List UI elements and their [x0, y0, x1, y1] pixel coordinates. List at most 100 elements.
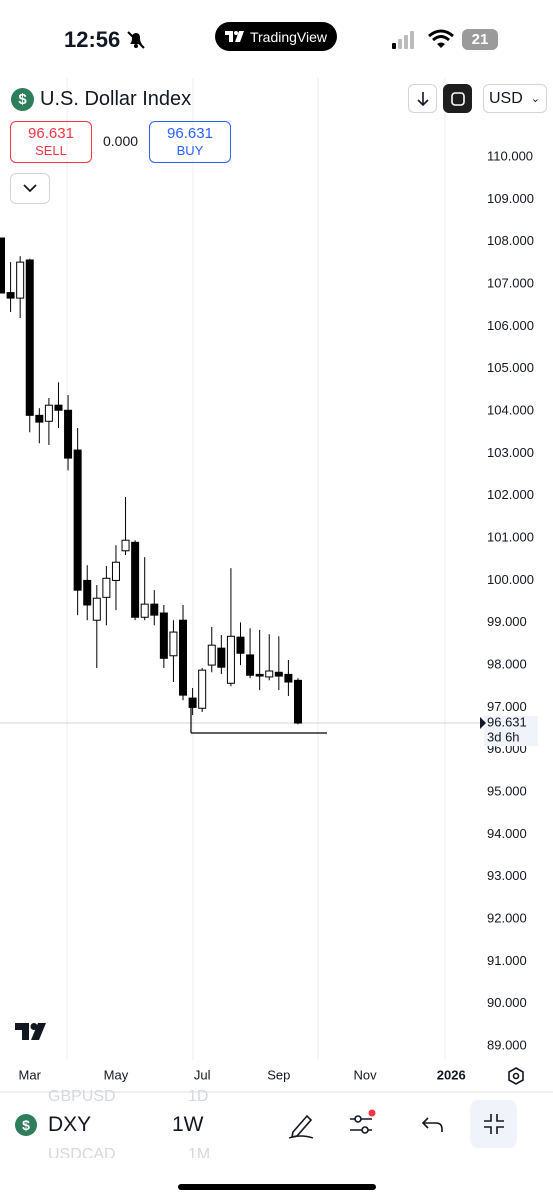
x-tick-label: 2026: [437, 1067, 466, 1082]
candle-body-down: [25, 259, 34, 416]
draw-button[interactable]: [287, 1110, 317, 1140]
candle-body-down: [179, 619, 188, 696]
buy-button[interactable]: 96.631 BUY: [149, 121, 231, 163]
candle-body-down: [255, 673, 264, 677]
currency-select[interactable]: USD ⌄: [483, 84, 547, 113]
status-time: 12:56: [64, 27, 121, 52]
candle-body-up: [102, 577, 111, 598]
candle-body-up: [265, 670, 274, 678]
indicators-button[interactable]: [346, 1108, 378, 1140]
download-icon: [416, 91, 429, 106]
candle-body-down: [35, 414, 44, 423]
download-button[interactable]: [408, 84, 437, 113]
prev-symbol[interactable]: GBPUSD: [48, 1088, 116, 1105]
candle-body-down: [6, 292, 15, 299]
dropdown-arrow: ⌄: [530, 93, 540, 105]
sell-button[interactable]: 96.631 SELL: [10, 121, 92, 163]
y-tick-label: 92.000: [487, 910, 527, 925]
undo-button[interactable]: [420, 1112, 446, 1138]
x-tick-label: Nov: [353, 1067, 377, 1082]
candle-body-down: [284, 673, 293, 683]
candle-body-down: [236, 636, 245, 654]
candle-body-down: [246, 654, 255, 676]
candle-body-up: [44, 404, 53, 422]
home-indicator: [178, 1184, 376, 1190]
candle-body-down: [293, 679, 302, 724]
wifi-icon: [428, 29, 454, 48]
buy-price: 96.631: [167, 125, 213, 142]
y-tick-label: 110.000: [487, 149, 533, 164]
toolbar-interval[interactable]: 1W: [172, 1113, 204, 1136]
expand-button[interactable]: [10, 173, 50, 204]
y-tick-label: 90.000: [487, 995, 527, 1010]
candle-body-up: [207, 644, 216, 666]
x-tick-label: Jul: [194, 1067, 211, 1082]
candle-body-down: [188, 697, 197, 708]
symbol-name[interactable]: U.S. Dollar Index: [40, 88, 192, 110]
y-tick-label: 105.000: [487, 360, 534, 375]
countdown-label: 3d 6h: [487, 729, 520, 744]
candle-body-up: [226, 635, 235, 684]
y-tick-label: 95.000: [487, 784, 527, 799]
x-tick-label: Mar: [19, 1067, 42, 1082]
candle-body-down: [131, 541, 140, 618]
signal-icon: [392, 31, 414, 49]
y-tick-label: 107.000: [487, 276, 534, 291]
app-pill: TradingView: [215, 22, 337, 51]
prev-interval[interactable]: 1D: [188, 1088, 209, 1105]
sell-price: 96.631: [28, 125, 74, 142]
y-tick-label: 98.000: [487, 657, 527, 672]
candle-body-down: [83, 579, 92, 606]
candle-body-up: [140, 603, 149, 618]
y-tick-label: 91.000: [487, 953, 527, 968]
last-price-label: 96.631: [487, 714, 527, 729]
plot: 110.000 109.000 108.000 107.000 106.000 105.0…: [0, 78, 538, 1082]
symbol-icon: $: [11, 88, 34, 111]
candle-body-down: [274, 671, 283, 677]
spread: 0.000: [103, 133, 139, 149]
fullscreen-button[interactable]: [443, 84, 472, 113]
y-tick-label: 108.000: [487, 233, 534, 248]
candle-body-down: [73, 449, 82, 591]
y-tick-label: 93.000: [487, 868, 527, 883]
y-tick-label: 94.000: [487, 826, 527, 841]
y-tick-label: 104.000: [487, 403, 534, 418]
tradingview-logo: [15, 1023, 46, 1040]
sell-label: SELL: [35, 143, 67, 158]
y-tick-label: 97.000: [487, 699, 527, 714]
buy-label: BUY: [176, 143, 204, 158]
candle-body-up: [169, 631, 178, 657]
y-tick-label: 101.000: [487, 530, 534, 545]
next-interval[interactable]: 1M: [188, 1146, 211, 1158]
y-tick-label: 103.000: [487, 445, 534, 460]
next-symbol[interactable]: USDCAD: [48, 1146, 116, 1158]
y-tick-label: 106.000: [487, 318, 534, 333]
toolbar-symbol[interactable]: DXY: [48, 1113, 92, 1136]
last-price-box: [484, 716, 538, 747]
battery: 21: [462, 29, 498, 50]
candle-body-down: [217, 647, 226, 668]
settings-icon[interactable]: [508, 1067, 524, 1085]
mute-icon: [127, 31, 145, 49]
candle-body-up: [111, 561, 120, 581]
x-tick-label: May: [104, 1067, 129, 1082]
candle-body-up: [121, 539, 130, 552]
collapse-button[interactable]: [470, 1100, 517, 1148]
candle-body-down: [54, 404, 63, 411]
y-tick-label: 109.000: [487, 191, 534, 206]
x-tick-label: Sep: [267, 1067, 290, 1082]
fullscreen-icon: [450, 91, 465, 106]
app-logo: [224, 31, 244, 42]
last-price-pointer: [480, 717, 486, 730]
battery-level: 21: [471, 31, 489, 48]
candle-body-down: [64, 409, 73, 459]
candle-body-up: [92, 597, 101, 621]
candle-body-up: [16, 261, 25, 299]
y-tick-label: 100.000: [487, 572, 534, 587]
y-tick-label: 89.000: [487, 1037, 527, 1052]
y-tick-label: 102.000: [487, 487, 534, 502]
candle-body-up: [198, 669, 207, 709]
collapse-icon: [483, 1114, 504, 1134]
